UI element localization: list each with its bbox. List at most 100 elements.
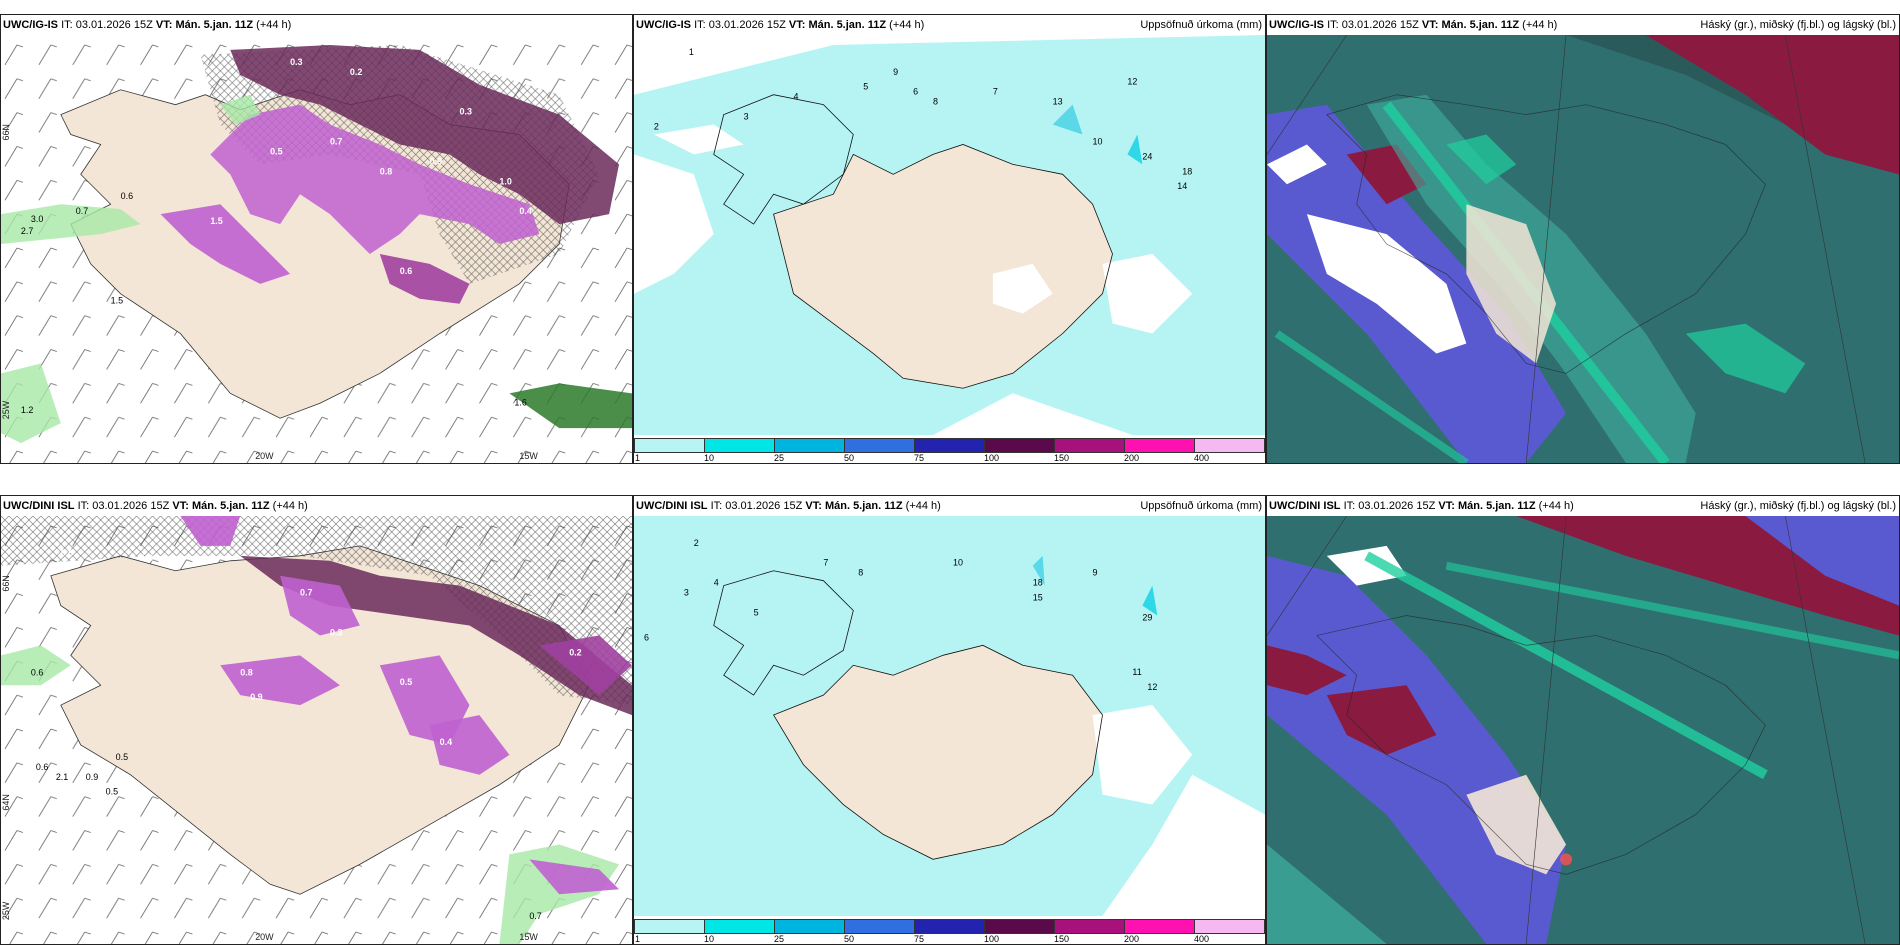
colorbar-swatch	[774, 919, 845, 934]
colorbar-swatch	[1054, 919, 1125, 934]
colorbar: 1 10 25 50 75 100 150 200 400	[634, 916, 1265, 944]
colorbar-swatch	[774, 438, 845, 453]
panel-dini-precip: UWC/DINI ISL IT: 03.01.2026 15Z VT: Mán.…	[633, 495, 1266, 945]
colorbar-swatch	[704, 919, 775, 934]
colorbar-swatch	[844, 919, 915, 934]
snow-wind-map[interactable]: 0.5 1.6 0.7 0.8 0.5 0.4 0.2 0.3 0.9 0.6 …	[1, 516, 632, 944]
colorbar-swatch	[984, 438, 1055, 453]
svg-text:0.7: 0.7	[330, 136, 342, 146]
init-time: 03.01.2026 15Z	[725, 500, 803, 512]
svg-text:0.5: 0.5	[270, 146, 282, 156]
svg-text:14: 14	[1177, 181, 1187, 191]
valid-time: Mán. 5.jan. 11Z	[175, 19, 254, 31]
colorbar-swatch	[1054, 438, 1125, 453]
panel-dini-clouds: UWC/DINI ISL IT: 03.01.2026 15Z VT: Mán.…	[1266, 495, 1900, 945]
svg-text:3: 3	[744, 112, 749, 122]
svg-text:5: 5	[863, 82, 868, 92]
lon-label-25w: 25W	[1, 901, 11, 920]
colorbar-swatch	[1194, 919, 1265, 934]
svg-text:12: 12	[1147, 682, 1157, 692]
lon-label-15w: 15W	[519, 932, 538, 942]
colorbar-swatch	[914, 919, 985, 934]
colorbar-swatch	[704, 438, 775, 453]
panel-field-title: Háský (gr.), miðský (fj.bl.) og lágský (…	[1700, 19, 1896, 31]
colorbar-tick: 25	[774, 934, 785, 944]
svg-text:0.9: 0.9	[430, 156, 442, 166]
panel-header: UWC/DINI ISL IT: 03.01.2026 15Z VT: Mán.…	[1267, 496, 1899, 516]
colorbar-tick: 200	[1124, 453, 1140, 463]
lon-label-15w: 15W	[519, 451, 538, 461]
colorbar-swatch	[984, 919, 1055, 934]
svg-text:7: 7	[823, 558, 828, 568]
init-time: 03.01.2026 15Z	[1341, 19, 1419, 31]
init-time: 03.01.2026 15Z	[708, 19, 786, 31]
svg-text:0.4: 0.4	[440, 737, 452, 747]
lead-time: (+44 h)	[905, 500, 941, 512]
precip-map[interactable]: 1 2 3 4 5 6 7 8 9 10 12 13 14 18 24	[634, 35, 1265, 435]
svg-text:9: 9	[893, 67, 898, 77]
colorbar-swatch	[634, 438, 705, 453]
panel-header: UWC/IG-IS IT: 03.01.2026 15Z VT: Mán. 5.…	[634, 15, 1265, 35]
valid-time: Mán. 5.jan. 11Z	[824, 500, 903, 512]
panel-header: UWC/DINI ISL IT: 03.01.2026 15Z VT: Mán.…	[634, 496, 1265, 516]
lon-label-20w: 20W	[255, 451, 274, 461]
panel-field-title: Uppsöfnuð úrkoma (mm)	[1140, 19, 1262, 31]
svg-text:9: 9	[1093, 568, 1098, 578]
panel-field-title: Háský (gr.), miðský (fj.bl.) og lágský (…	[1700, 500, 1896, 512]
panel-header: UWC/DINI ISL IT: 03.01.2026 15Z VT: Mán.…	[1, 496, 632, 516]
svg-text:0.7: 0.7	[529, 911, 541, 921]
svg-text:0.9: 0.9	[86, 772, 98, 782]
colorbar-tick: 150	[1054, 934, 1070, 944]
svg-text:1: 1	[689, 47, 694, 57]
cloud-map[interactable]	[1267, 516, 1899, 944]
svg-text:0.3: 0.3	[290, 57, 302, 67]
panel-field-title: Uppsöfnuð úrkoma (mm)	[1140, 500, 1262, 512]
lead-time: (+44 h)	[1522, 19, 1558, 31]
svg-text:3: 3	[684, 588, 689, 598]
colorbar-swatch	[1194, 438, 1265, 453]
svg-text:29: 29	[1142, 612, 1152, 622]
colorbar-tick: 10	[704, 934, 715, 944]
colorbar-swatch	[1124, 438, 1195, 453]
lat-label-66n: 66N	[1, 124, 11, 140]
svg-text:0.3: 0.3	[460, 107, 472, 117]
model-name: UWC/DINI ISL	[3, 500, 75, 512]
svg-text:0.5: 0.5	[116, 752, 128, 762]
panel-ig-clouds: UWC/IG-IS IT: 03.01.2026 15Z VT: Mán. 5.…	[1266, 14, 1900, 464]
svg-text:1.5: 1.5	[111, 296, 123, 306]
svg-text:2: 2	[654, 122, 659, 132]
model-name: UWC/IG-IS	[3, 19, 58, 31]
svg-text:0.5: 0.5	[400, 677, 412, 687]
svg-text:0.6: 0.6	[400, 266, 412, 276]
colorbar-tick: 50	[844, 934, 855, 944]
svg-text:15: 15	[1033, 593, 1043, 603]
svg-text:12: 12	[1127, 77, 1137, 87]
snow-wind-map[interactable]: 0.3 0.2 0.3 0.5 0.7 0.8 0.9 1.0 1.5 0.4 …	[1, 35, 632, 463]
panel-header: UWC/IG-IS IT: 03.01.2026 15Z VT: Mán. 5.…	[1267, 15, 1899, 35]
init-time: 03.01.2026 15Z	[1358, 500, 1436, 512]
colorbar-swatch	[634, 919, 705, 934]
svg-text:8: 8	[858, 568, 863, 578]
svg-text:13: 13	[1053, 97, 1063, 107]
svg-text:1.0: 1.0	[499, 176, 511, 186]
svg-text:0.6: 0.6	[31, 667, 43, 677]
colorbar-tick: 10	[704, 453, 715, 463]
svg-text:0.3: 0.3	[330, 627, 342, 637]
model-name: UWC/IG-IS	[636, 19, 691, 31]
svg-text:0.4: 0.4	[519, 206, 531, 216]
cloud-map[interactable]	[1267, 35, 1899, 463]
panel-ig-precip: UWC/IG-IS IT: 03.01.2026 15Z VT: Mán. 5.…	[633, 14, 1266, 464]
svg-text:3.0: 3.0	[31, 214, 43, 224]
svg-text:2.1: 2.1	[56, 772, 68, 782]
svg-text:18: 18	[1182, 166, 1192, 176]
panel-ig-snow: UWC/IG-IS IT: 03.01.2026 15Z VT: Mán. 5.…	[0, 14, 633, 464]
svg-text:11: 11	[1132, 667, 1141, 677]
precip-map[interactable]: 2 3 4 5 6 7 8 9 10 11 12 15 18 29	[634, 516, 1265, 916]
svg-text:0.9: 0.9	[250, 692, 262, 702]
colorbar-tick: 50	[844, 453, 855, 463]
svg-text:1.6: 1.6	[514, 397, 526, 407]
lon-label-25w: 25W	[1, 400, 11, 419]
lat-label-64n: 64N	[1, 794, 11, 810]
lead-time: (+44 h)	[1538, 500, 1574, 512]
svg-text:1.2: 1.2	[21, 405, 33, 415]
